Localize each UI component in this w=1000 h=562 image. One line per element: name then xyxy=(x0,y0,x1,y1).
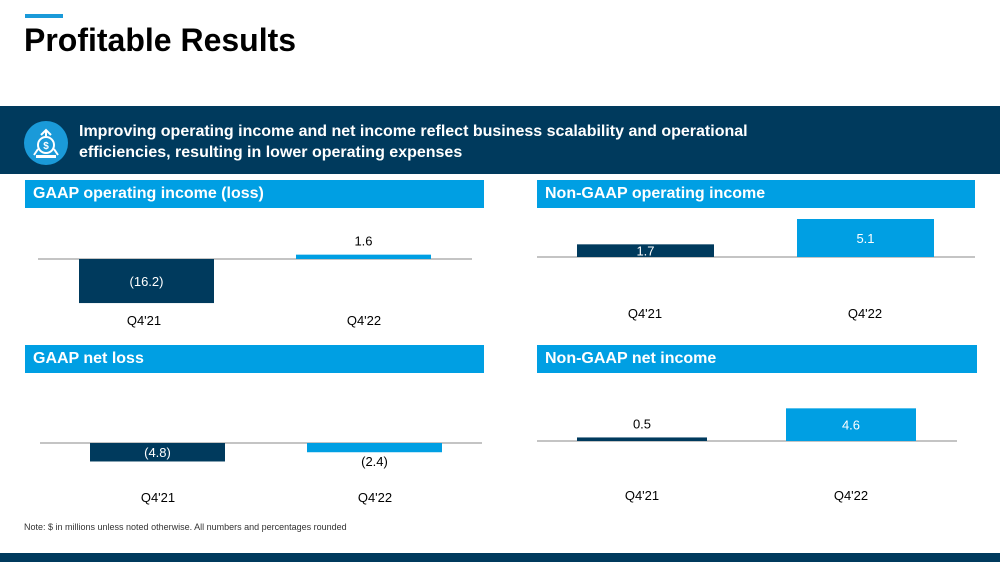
category-label: Q4'22 xyxy=(347,313,381,328)
bar-q422 xyxy=(786,408,916,441)
bar-q422 xyxy=(797,219,934,257)
chart-title-gaap-net-loss: GAAP net loss xyxy=(25,345,484,373)
data-label: (16.2) xyxy=(130,274,164,289)
bar-q422 xyxy=(307,443,442,453)
data-label: 1.7 xyxy=(636,244,654,259)
banner-text: Improving operating income and net incom… xyxy=(79,123,748,161)
category-label: Q4'21 xyxy=(127,313,161,328)
chart-non-gaap-operating-income: 1.7 Q4'21 5.1 Q4'22 xyxy=(537,210,975,326)
category-label: Q4'21 xyxy=(141,490,175,505)
category-label: Q4'21 xyxy=(625,488,659,503)
chart-title-non-gaap-operating-income: Non-GAAP operating income xyxy=(537,180,975,208)
bar-q421 xyxy=(577,437,707,441)
chart-title-gaap-operating-income: GAAP operating income (loss) xyxy=(25,180,484,208)
chart-non-gaap-net-income: 0.5 Q4'21 4.6 Q4'22 xyxy=(537,396,957,506)
category-label: Q4'21 xyxy=(628,306,662,321)
category-label: Q4'22 xyxy=(848,306,882,321)
chart-title-non-gaap-net-income: Non-GAAP net income xyxy=(537,345,977,373)
footnote: Note: $ in millions unless noted otherwi… xyxy=(24,522,347,532)
data-label: (4.8) xyxy=(144,445,171,460)
bottom-bar xyxy=(0,553,1000,562)
page-title: Profitable Results xyxy=(24,22,297,58)
data-label: 5.1 xyxy=(856,231,874,246)
data-label: (2.4) xyxy=(361,454,388,469)
summary-banner xyxy=(0,106,1000,174)
chart-gaap-operating-income: (16.2) Q4'21 1.6 Q4'22 xyxy=(36,218,472,334)
bar-q421 xyxy=(79,259,214,304)
data-label: 1.6 xyxy=(354,234,372,249)
category-label: Q4'22 xyxy=(358,490,392,505)
data-label: 4.6 xyxy=(842,418,860,433)
title-accent-line xyxy=(25,14,63,18)
chart-gaap-net-loss: (4.8) Q4'21 (2.4) Q4'22 xyxy=(36,410,482,505)
bar-q422 xyxy=(296,254,431,259)
bar-q421 xyxy=(577,244,714,257)
bar-q421 xyxy=(90,443,225,462)
growth-money-icon: $ xyxy=(24,121,68,165)
category-label: Q4'22 xyxy=(834,488,868,503)
data-label: 0.5 xyxy=(633,416,651,431)
svg-text:$: $ xyxy=(43,141,49,152)
